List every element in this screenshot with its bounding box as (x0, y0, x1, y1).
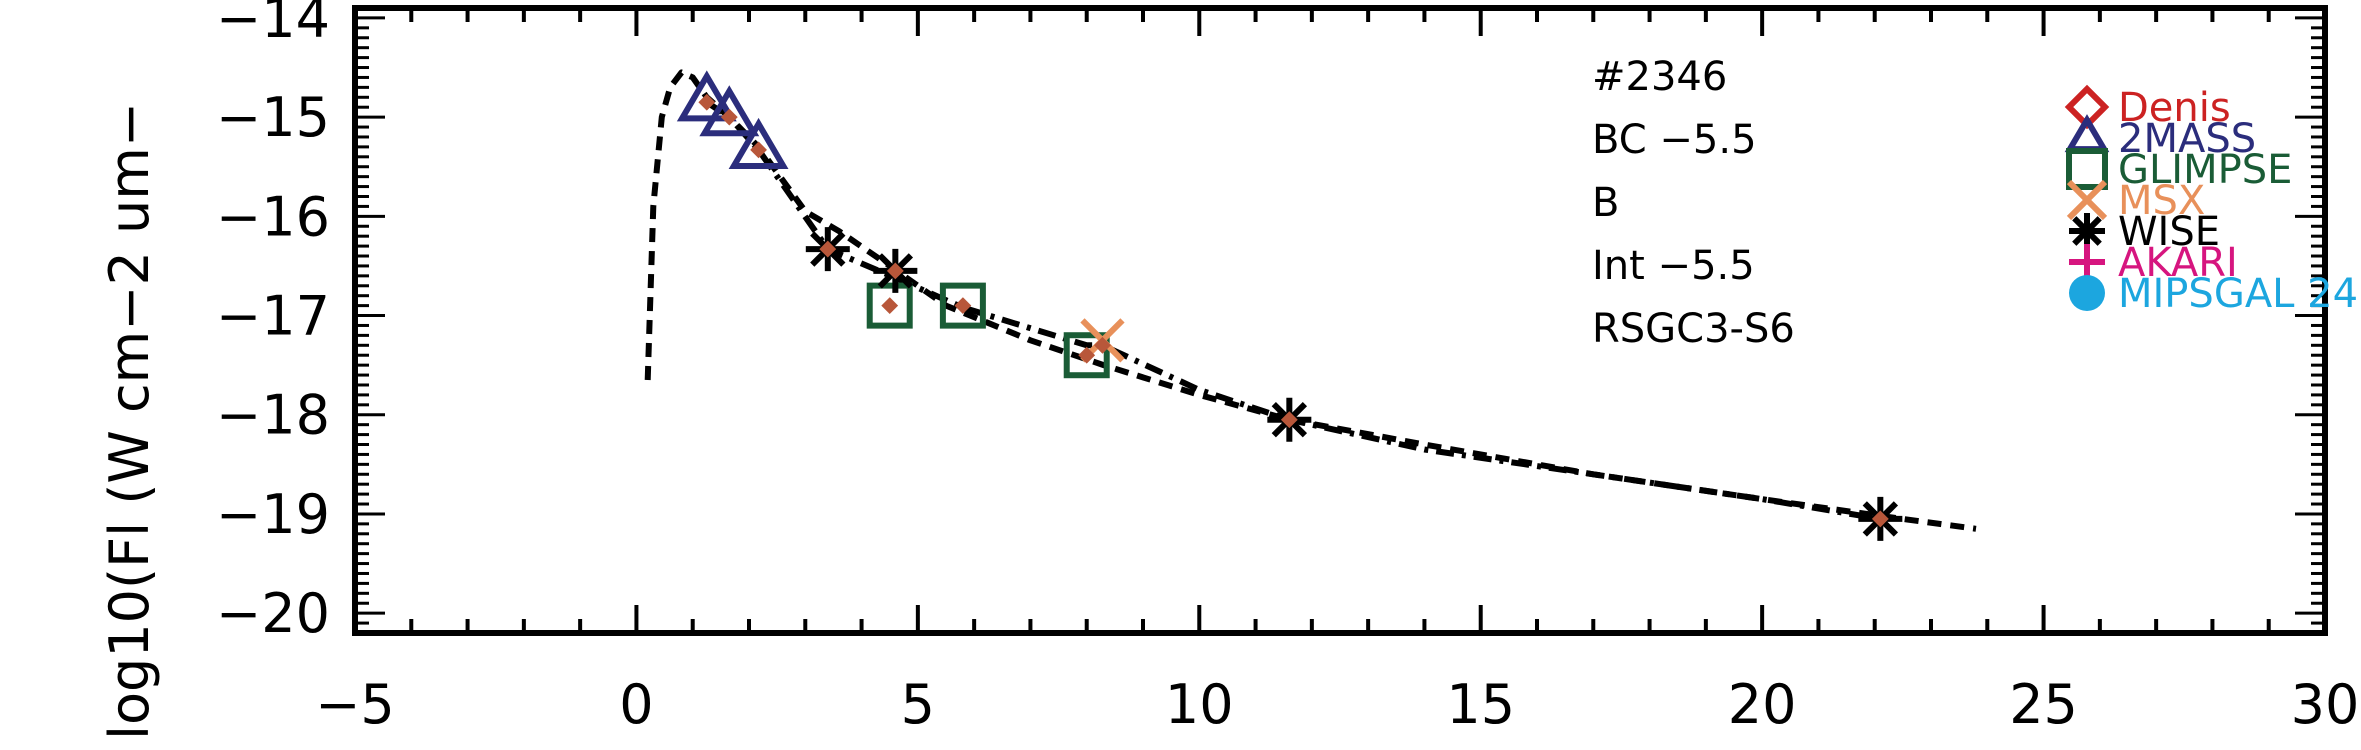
2mass-point (728, 117, 789, 169)
square-shape (1063, 332, 1110, 379)
asterisk-stroke (2072, 216, 2102, 246)
dot-shape (698, 93, 716, 111)
model-fluxes-point (1094, 336, 1111, 354)
2mass-point (699, 85, 760, 137)
model-fluxes-point (881, 297, 899, 315)
dot-shape (819, 240, 837, 258)
circle-shape (2069, 275, 2105, 311)
square-shape (939, 282, 986, 329)
plot-frame (352, 5, 2328, 636)
triangle-shape (676, 70, 737, 122)
y-tick-label: −17 (216, 285, 330, 348)
triangle-shape (699, 85, 760, 137)
x-tick-label: 10 (1165, 673, 1234, 736)
legend-marker (2066, 148, 2108, 190)
dot-shape (1280, 411, 1298, 429)
dot-shape (720, 108, 738, 126)
legend-entry: GLIMPSE (2066, 147, 2292, 193)
x-tick-label: 20 (1728, 673, 1797, 736)
legend-entry: AKARI (2069, 240, 2238, 286)
dot-shape (750, 141, 767, 159)
model-fluxes-point (954, 297, 972, 315)
annotation-line: B (1592, 180, 1619, 226)
legend-label: GLIMPSE (2118, 147, 2292, 193)
legend-marker (2069, 275, 2105, 311)
dot-shape (954, 297, 972, 315)
y-axis-label: log10(Fl (W cm−2 um− (98, 102, 161, 740)
glimpse-point (939, 282, 986, 329)
square-shape (866, 282, 913, 329)
legend-label: WISE (2118, 209, 2220, 255)
plot-frame-group (352, 5, 2328, 636)
x-tick-label: 15 (1446, 673, 1515, 736)
legend-marker (2069, 244, 2105, 280)
y-tick-label: −16 (216, 185, 330, 248)
legend-label: MSX (2118, 178, 2205, 224)
legend-marker (2066, 179, 2108, 221)
model-fluxes-point (819, 240, 837, 258)
annotation-line: BC −5.5 (1592, 117, 1757, 163)
x-tick-label: 30 (2291, 673, 2360, 736)
x-tick-label: 0 (619, 673, 653, 736)
x-tick-label: 25 (2009, 673, 2078, 736)
legend-label: 2MASS (2118, 116, 2256, 162)
glimpse-point (866, 282, 913, 329)
annotation-line: #2346 (1592, 54, 1727, 100)
tick-labels-group: −5 0 5 10 15 20 25 30 −14 −15 −16 −17 −18 −19 −20 (216, 0, 2359, 736)
y-tick-label: −18 (216, 384, 330, 447)
y-tick-label: −15 (216, 86, 330, 149)
2mass-point (676, 70, 737, 122)
legend-entry: MIPSGAL 24 (2069, 271, 2358, 317)
model-fluxes-point (886, 262, 904, 280)
legend-label: AKARI (2118, 240, 2238, 286)
dot-shape (886, 262, 904, 280)
model-fluxes-point (750, 141, 767, 159)
triangle-shape (2064, 114, 2110, 153)
triangle-shape (728, 117, 789, 169)
dot-shape (881, 297, 899, 315)
legend-entry: MSX (2066, 178, 2205, 224)
x-tick-label: 5 (901, 673, 935, 736)
legend-label: MIPSGAL 24 (2118, 271, 2358, 317)
dot-shape (1871, 510, 1889, 528)
annotation-group: #2346 BC −5.5 B Int −5.5 RSGC3-S6 (1592, 54, 1795, 352)
y-tick-label: −19 (216, 483, 330, 546)
model-curve-dashed (644, 69, 1977, 532)
model-fluxes-point (1280, 411, 1298, 429)
model-fluxes-point (698, 93, 716, 111)
annotation-line: Int −5.5 (1592, 243, 1755, 289)
x-stroke (2066, 179, 2108, 221)
legend-entry: WISE (2069, 209, 2220, 255)
dot-shape (1094, 336, 1111, 354)
legend-marker (2064, 114, 2110, 153)
model-fluxes-point (1078, 346, 1096, 364)
legend-marker (2069, 213, 2105, 249)
y-tick-label: −20 (216, 582, 330, 645)
model-fluxes-point (1871, 510, 1889, 528)
x-tick-label: −5 (315, 673, 395, 736)
dot-shape (1078, 346, 1096, 364)
square-shape (2066, 148, 2108, 190)
annotation-line: RSGC3-S6 (1592, 306, 1795, 352)
model-fluxes-point (720, 108, 738, 126)
data-markers-group (676, 70, 1903, 541)
model-curves-group (644, 69, 1977, 532)
glimpse-point (1063, 332, 1110, 379)
y-tick-label: −14 (216, 0, 330, 50)
legend-label: Denis (2118, 85, 2231, 131)
